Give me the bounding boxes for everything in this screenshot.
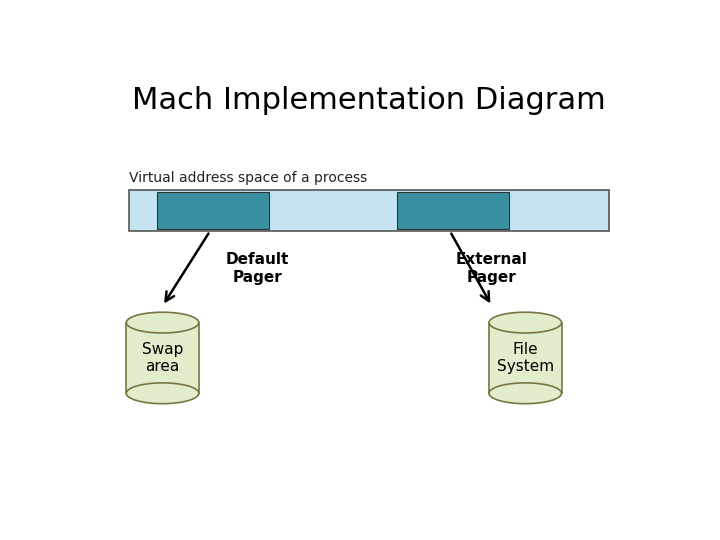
Bar — [397, 192, 508, 229]
Text: Swap
area: Swap area — [142, 342, 183, 374]
Text: External
Pager: External Pager — [456, 252, 528, 285]
Bar — [489, 322, 562, 393]
Text: Virtual address space of a process: Virtual address space of a process — [129, 171, 367, 185]
Text: Default
Pager: Default Pager — [225, 252, 289, 285]
Ellipse shape — [126, 312, 199, 333]
Bar — [157, 192, 269, 229]
Bar — [129, 190, 609, 231]
Ellipse shape — [489, 312, 562, 333]
Text: File
System: File System — [497, 342, 554, 374]
Text: Mach Implementation Diagram: Mach Implementation Diagram — [132, 85, 606, 114]
Ellipse shape — [126, 383, 199, 404]
Bar — [126, 322, 199, 393]
Ellipse shape — [489, 383, 562, 404]
